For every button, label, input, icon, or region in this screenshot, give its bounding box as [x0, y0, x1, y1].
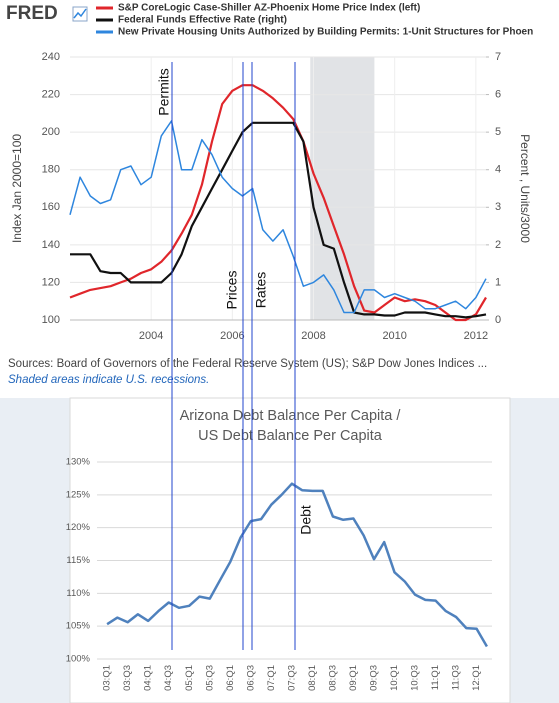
x-tick-label: 07:Q1	[266, 665, 277, 691]
x-tick-label: 10:Q1	[389, 665, 400, 691]
y2-tick-label: 5	[495, 126, 501, 138]
annotation: Prices	[224, 271, 240, 310]
y2-axis-label: Percent , Units/3000	[518, 134, 532, 243]
x-tick-label: 04:Q1	[143, 665, 154, 691]
annotation: Permits	[156, 68, 172, 115]
y2-tick-label: 6	[495, 88, 501, 100]
x-tick-label: 11:Q1	[430, 665, 441, 690]
y-tick-label: 180	[42, 164, 60, 176]
x-tick-label: 09:Q3	[368, 665, 379, 691]
x-tick-label: 03:Q3	[122, 665, 133, 691]
y-tick-label: 125%	[66, 489, 91, 500]
legend-label: Federal Funds Effective Rate (right)	[118, 15, 287, 26]
annotation: Debt	[298, 505, 314, 535]
x-tick-label: 08:Q3	[327, 665, 338, 691]
x-tick-label: 2010	[382, 330, 406, 342]
chart-box	[69, 397, 511, 703]
y-tick-label: 240	[42, 51, 60, 63]
y-tick-label: 220	[42, 88, 60, 100]
y-tick-label: 140	[42, 239, 60, 251]
y-tick-label: 100	[42, 314, 60, 326]
x-tick-label: 06:Q3	[245, 665, 256, 691]
series-line	[69, 84, 487, 322]
note: Shaded areas indicate U.S. recessions.	[8, 374, 209, 386]
y2-tick-label: 2	[495, 239, 501, 251]
y-tick-label: 160	[42, 201, 60, 213]
x-tick-label: 10:Q3	[410, 665, 421, 691]
y-tick-label: 100%	[66, 654, 91, 665]
legend-label: S&P CoreLogic Case-Shiller AZ-Phoenix Ho…	[118, 3, 420, 14]
x-tick-label: 11:Q3	[451, 665, 462, 690]
x-tick-label: 08:Q1	[307, 665, 318, 691]
y2-tick-label: 3	[495, 201, 501, 213]
x-tick-label: 06:Q1	[225, 665, 236, 691]
y2-tick-label: 1	[495, 276, 501, 288]
x-tick-label: 2004	[139, 330, 163, 342]
x-tick-label: 2012	[464, 330, 488, 342]
y-tick-label: 200	[42, 126, 60, 138]
legend-label: New Private Housing Units Authorized by …	[118, 27, 533, 38]
y-tick-label: 130%	[66, 457, 91, 468]
x-tick-label: 12:Q1	[471, 665, 482, 691]
source: Sources: Board of Governors of the Feder…	[8, 358, 487, 370]
x-tick-label: 03:Q1	[102, 665, 113, 691]
x-tick-label: 05:Q1	[184, 665, 195, 691]
series-line	[69, 120, 487, 314]
x-tick-label: 04:Q3	[163, 665, 174, 691]
y-tick-label: 120	[42, 276, 60, 288]
y2-tick-label: 7	[495, 51, 501, 63]
y-tick-label: 115%	[66, 555, 90, 566]
series-line	[106, 482, 488, 648]
charts: 100 120 140 160 180 200 220 240 0 1 2 3 4 5 6 7 2004 2006…	[6, 3, 533, 691]
chart-title: Arizona Debt Balance Per Capita /	[180, 408, 402, 424]
x-tick-label: 07:Q3	[286, 665, 297, 691]
x-tick-label: 05:Q3	[204, 665, 215, 691]
y-tick-label: 110%	[66, 588, 90, 599]
y2-tick-label: 0	[495, 314, 501, 326]
y-axis-label: Index Jan 2000=100	[10, 134, 24, 243]
y-tick-label: 105%	[66, 621, 91, 632]
y-tick-label: 120%	[66, 522, 91, 533]
annotation-lines	[171, 62, 296, 650]
y2-tick-label: 4	[495, 164, 501, 176]
series-line	[70, 121, 487, 319]
x-tick-label: 2008	[301, 330, 325, 342]
logo-icon-line	[73, 8, 87, 19]
logo: FRED	[6, 3, 58, 24]
chart-title: US Debt Balance Per Capita	[198, 428, 383, 444]
x-tick-label: 2006	[220, 330, 244, 342]
annotation: Rates	[253, 272, 269, 309]
x-tick-label: 09:Q1	[348, 665, 359, 691]
